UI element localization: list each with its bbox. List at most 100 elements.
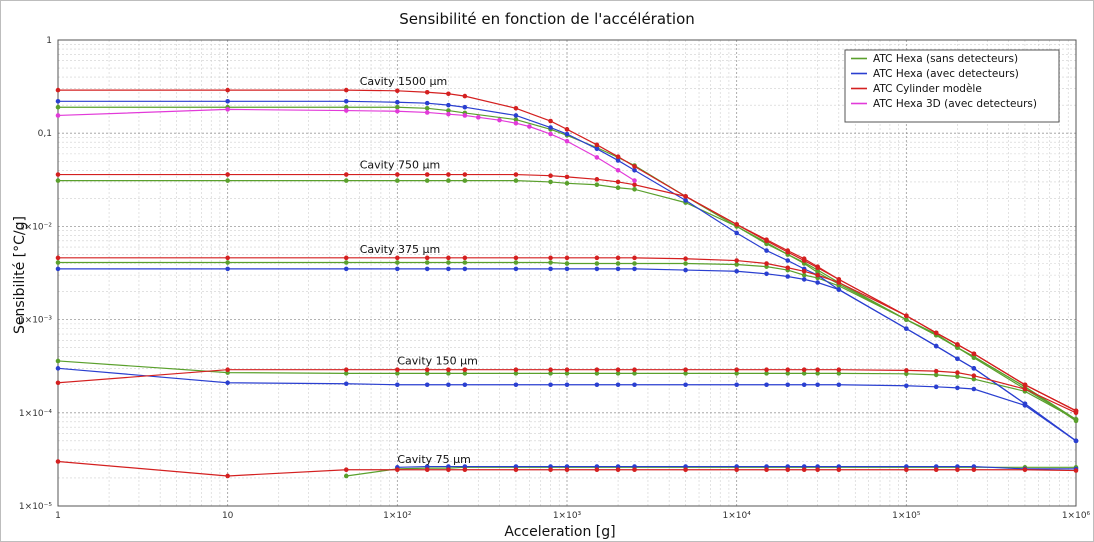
x-tick-label: 1 xyxy=(55,511,61,521)
data-point xyxy=(1022,467,1028,473)
data-point xyxy=(764,261,769,266)
data-point xyxy=(343,381,349,387)
data-point xyxy=(615,261,621,266)
data-point xyxy=(343,473,349,479)
data-point xyxy=(462,464,468,469)
data-point xyxy=(815,272,820,278)
data-point xyxy=(785,274,791,279)
data-point xyxy=(632,178,637,183)
data-point xyxy=(55,98,61,104)
data-point xyxy=(424,464,430,469)
data-point xyxy=(615,467,621,473)
data-point xyxy=(225,473,230,479)
data-point xyxy=(801,467,807,473)
data-point xyxy=(615,185,621,191)
data-point xyxy=(632,382,637,388)
data-point xyxy=(55,172,61,177)
data-point xyxy=(564,131,570,137)
data-point xyxy=(548,464,553,469)
data-point xyxy=(904,326,909,331)
data-point xyxy=(446,255,451,261)
data-point xyxy=(548,173,553,178)
data-point xyxy=(462,93,468,99)
legend-box xyxy=(844,49,1060,123)
legend-label: ATC Cylinder modèle xyxy=(873,83,982,95)
data-point xyxy=(564,181,570,186)
y-tick-label: 1×10⁻⁴ xyxy=(19,409,52,419)
data-point xyxy=(395,172,400,177)
data-point xyxy=(564,382,570,388)
data-point xyxy=(446,102,451,108)
chart-title: Sensibilité en fonction de l'accélératio… xyxy=(399,10,695,28)
data-point xyxy=(734,464,739,469)
data-point xyxy=(564,127,570,132)
data-point xyxy=(785,265,791,271)
data-point xyxy=(564,367,570,373)
data-point xyxy=(424,110,430,115)
data-point xyxy=(683,198,688,203)
data-point xyxy=(446,111,451,117)
data-point xyxy=(446,382,451,388)
data-point xyxy=(564,464,570,469)
data-point xyxy=(462,104,468,110)
data-point xyxy=(815,280,820,285)
data-point xyxy=(594,261,600,266)
data-point xyxy=(683,267,688,273)
data-point xyxy=(513,371,519,376)
data-point xyxy=(904,464,909,469)
data-point xyxy=(632,464,637,469)
data-point xyxy=(548,125,553,130)
cavity-annotation: Cavity 75 µm xyxy=(397,453,471,466)
x-tick-label: 1×10⁶ xyxy=(1062,511,1091,521)
series-layer xyxy=(55,87,1079,479)
data-point xyxy=(564,371,570,376)
data-point xyxy=(55,459,61,464)
data-point xyxy=(955,464,960,469)
data-point xyxy=(615,371,621,376)
data-point xyxy=(548,131,553,137)
data-point xyxy=(395,371,400,376)
data-point xyxy=(801,272,807,278)
legend: ATC Hexa (sans detecteurs) ATC Hexa (avec… xyxy=(844,49,1060,123)
y-tick-label: 1×10⁻² xyxy=(19,222,52,232)
data-point xyxy=(462,172,468,177)
data-point xyxy=(632,255,637,261)
data-point xyxy=(548,118,553,124)
data-point xyxy=(734,371,739,376)
data-point xyxy=(548,260,553,265)
data-point xyxy=(594,146,600,152)
data-point xyxy=(971,366,977,371)
data-point xyxy=(955,342,960,347)
grid-layer xyxy=(57,39,1077,507)
x-tick-label: 1×10² xyxy=(383,511,412,521)
data-point xyxy=(632,266,637,272)
data-point xyxy=(615,382,621,388)
data-point xyxy=(955,356,960,362)
data-point xyxy=(904,383,909,389)
data-point xyxy=(424,100,430,106)
data-point xyxy=(564,266,570,272)
data-point xyxy=(1022,403,1028,408)
data-point xyxy=(343,467,349,473)
x-tick-label: 1×10⁴ xyxy=(723,511,752,521)
data-point xyxy=(904,371,909,377)
data-point xyxy=(513,117,519,122)
data-point xyxy=(785,371,791,376)
data-point xyxy=(594,155,600,160)
y-tick-label: 1×10⁻³ xyxy=(19,316,52,326)
data-point xyxy=(55,255,61,261)
data-point xyxy=(632,187,637,192)
data-point xyxy=(801,371,807,376)
data-point xyxy=(785,382,791,388)
data-point xyxy=(1073,410,1079,416)
data-point xyxy=(55,266,61,272)
data-point xyxy=(462,382,468,388)
data-point xyxy=(734,367,739,373)
data-point xyxy=(343,87,349,93)
data-point xyxy=(424,178,430,183)
data-point xyxy=(785,367,791,373)
data-point xyxy=(343,98,349,104)
data-point xyxy=(683,464,688,469)
data-point xyxy=(343,108,349,113)
data-point xyxy=(225,266,230,272)
